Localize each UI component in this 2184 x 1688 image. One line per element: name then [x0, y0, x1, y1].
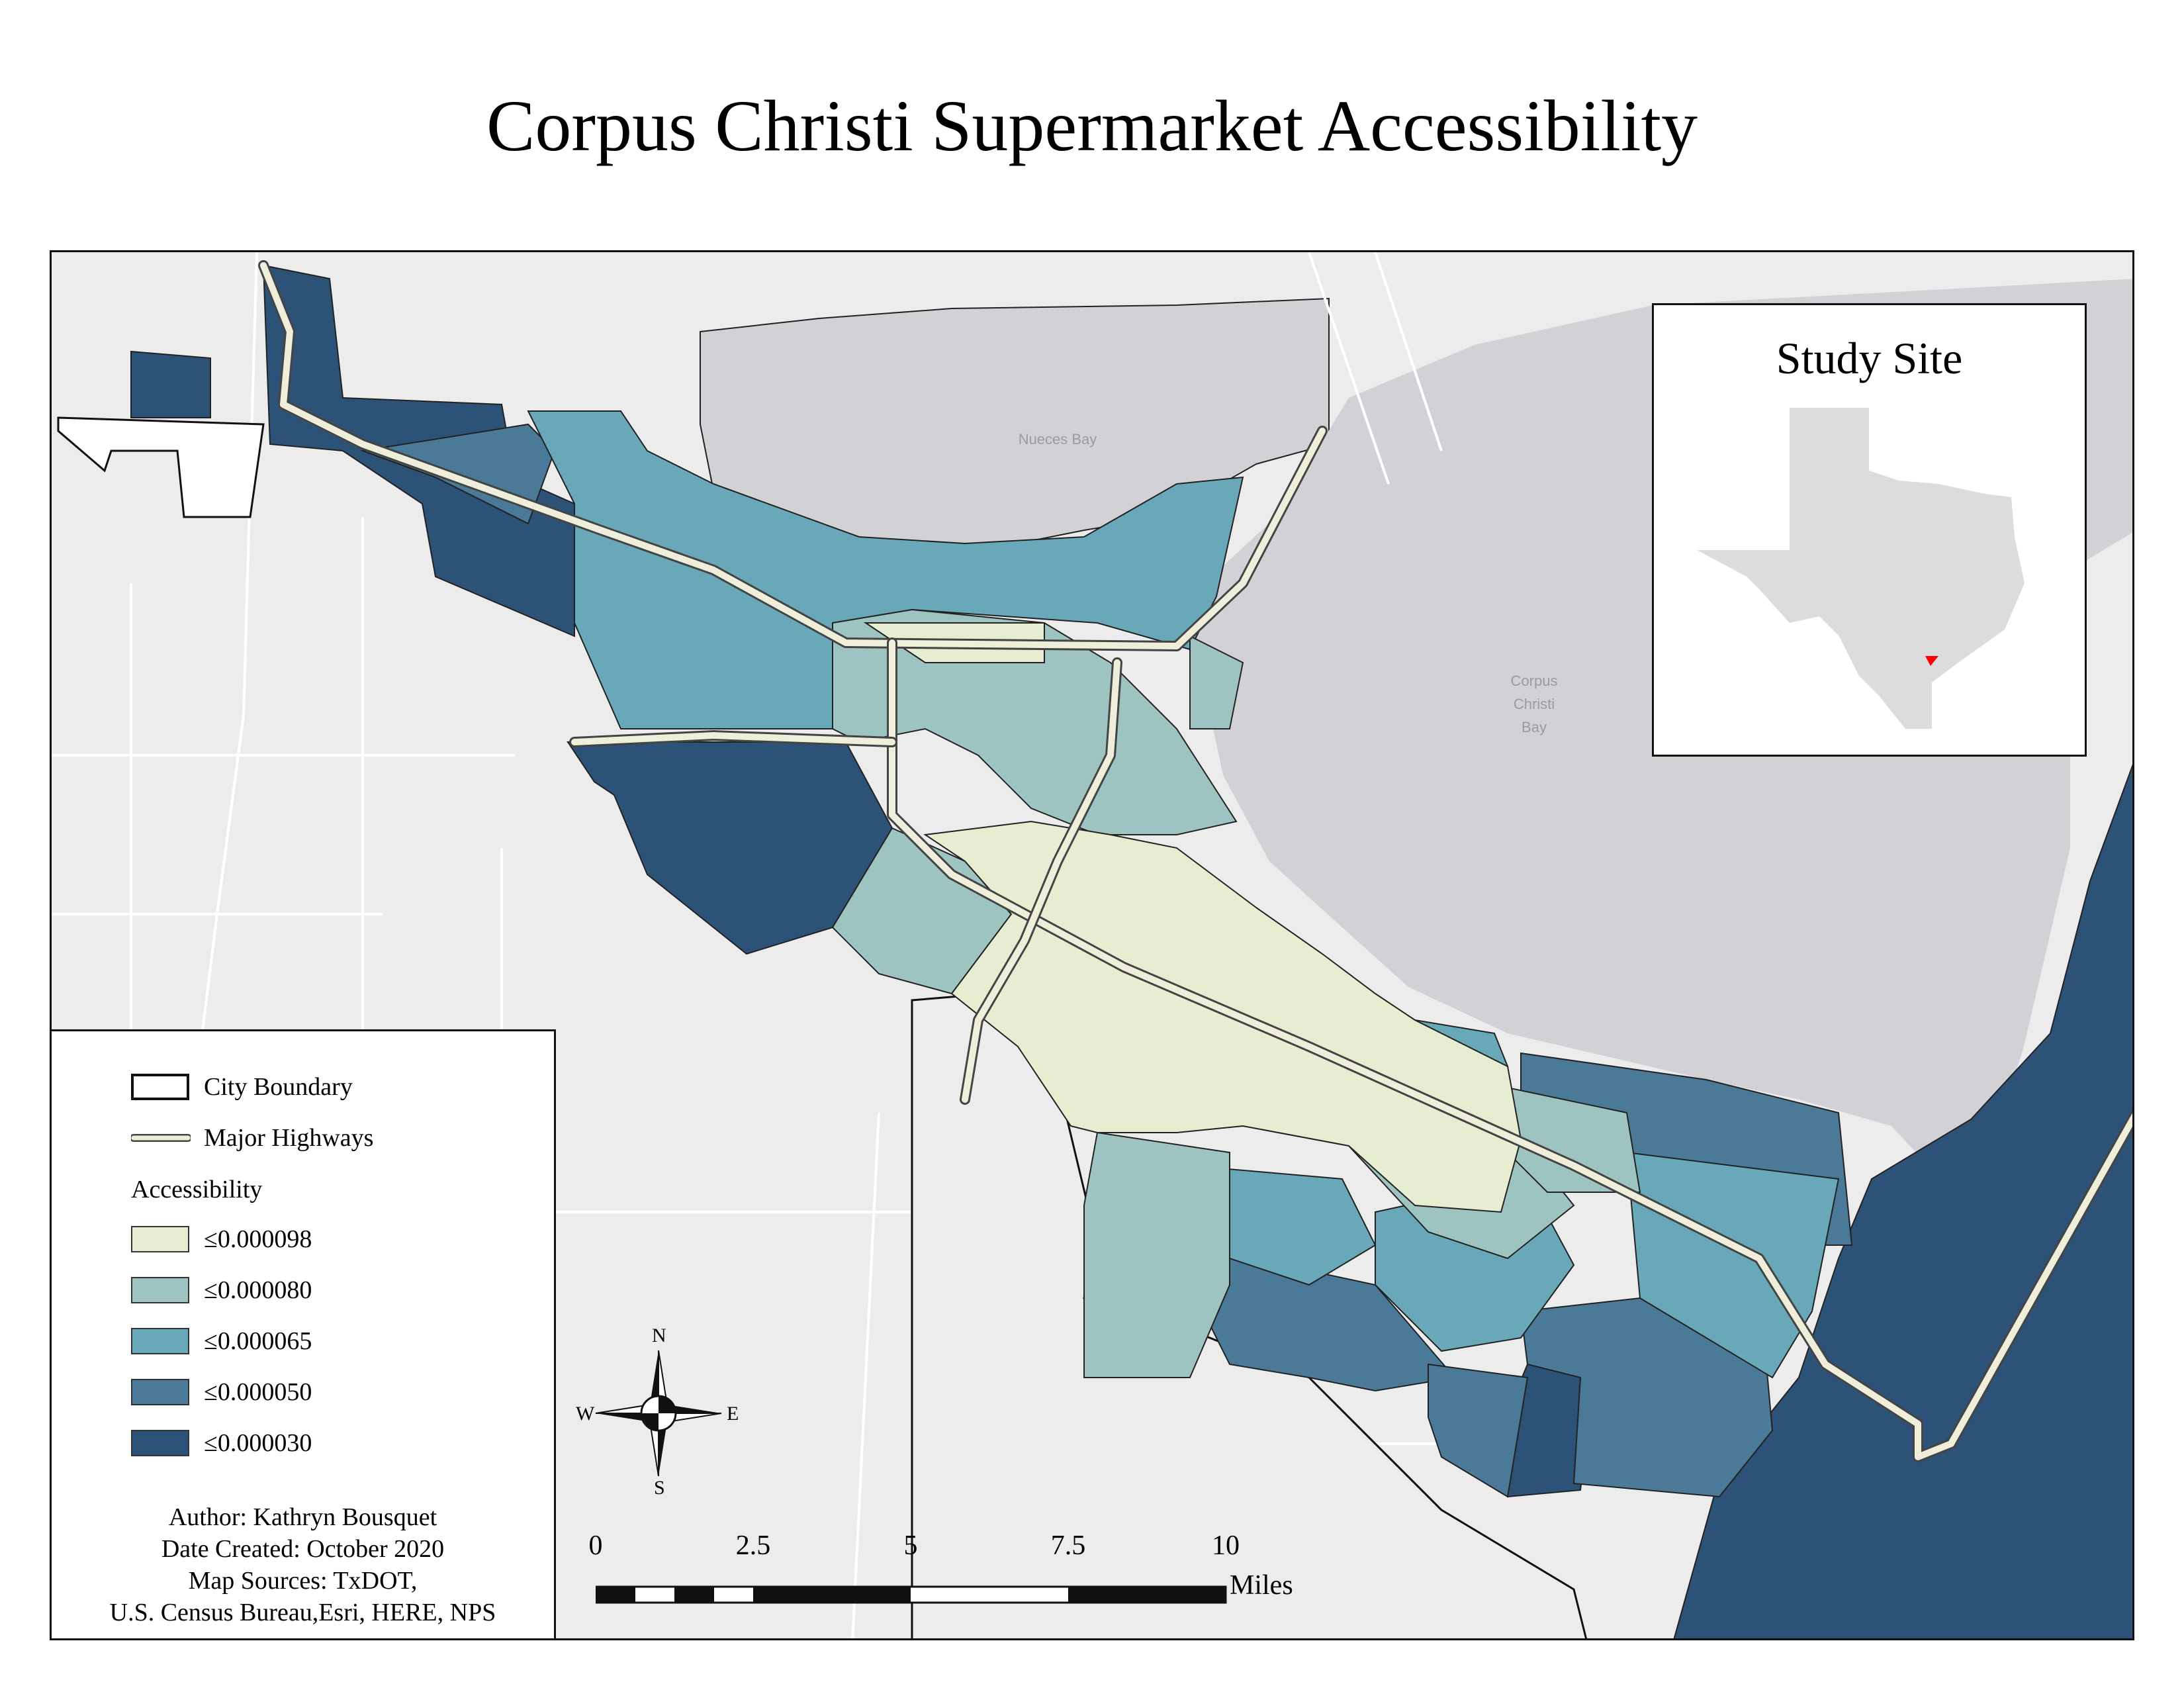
sources-text-2: U.S. Census Bureau,Esri, HERE, NPS: [109, 1599, 496, 1626]
sources-text-1: Map Sources: TxDOT,: [188, 1567, 418, 1595]
class-1-swatch: [131, 1226, 189, 1252]
scale-unit: Miles: [1230, 1570, 1293, 1601]
corpus-christi-bay-label-1: Corpus: [1511, 673, 1558, 689]
scale-tick-4: 10: [1212, 1530, 1240, 1561]
class-1-label: ≤0.000098: [204, 1225, 312, 1253]
texas-outline: [1697, 408, 2025, 729]
scale-tick-0: 0: [588, 1530, 603, 1561]
legend-heading: Accessibility: [131, 1176, 263, 1203]
tract-nw-corner: [130, 350, 211, 418]
compass-rose-icon: [595, 1350, 722, 1477]
nueces-bay-label: Nueces Bay: [1019, 431, 1097, 447]
tract-se-light-blue: [1625, 1151, 1840, 1379]
legend: City Boundary Major Highways Accessibili…: [50, 1029, 556, 1640]
major-highways: [258, 260, 2132, 1462]
highways-label: Major Highways: [204, 1124, 374, 1152]
tract-sw-teal: [1083, 1131, 1230, 1378]
tract-sw-mid: [1428, 1363, 1529, 1498]
scale-tick-1: 2.5: [735, 1530, 771, 1561]
class-3-label: ≤0.000065: [204, 1327, 312, 1355]
compass-south: S: [654, 1477, 665, 1499]
date-text: Date Created: October 2020: [161, 1535, 445, 1563]
city-boundary-label: City Boundary: [204, 1073, 353, 1101]
class-3-swatch: [131, 1328, 189, 1354]
highway-swatch: [131, 1134, 191, 1142]
scale-tick-3: 7.5: [1050, 1530, 1086, 1561]
texas-shape: [1697, 408, 2025, 729]
class-2-swatch: [131, 1277, 189, 1303]
tracts-class-2[interactable]: [831, 608, 1641, 1378]
city-boundary-swatch: [131, 1074, 189, 1100]
tract-east-dark: [1673, 764, 2132, 1638]
compass-west: W: [576, 1403, 595, 1425]
class-4-swatch: [131, 1379, 189, 1405]
author-text: Author: Kathryn Bousquet: [168, 1503, 437, 1531]
map-canvas[interactable]: Nueces Bay Corpus Christi Bay: [52, 252, 2134, 1640]
tracts-class-3[interactable]: [527, 410, 1840, 1379]
class-5-label: ≤0.000030: [204, 1429, 312, 1457]
corpus-christi-bay-label-2: Christi: [1514, 696, 1555, 712]
city-boundary-west: [57, 416, 265, 518]
class-4-label: ≤0.000050: [204, 1378, 312, 1406]
tract-north-light-blue: [527, 410, 1244, 729]
scale-tick-2: 5: [903, 1530, 918, 1561]
map-credits: Author: Kathryn Bousquet Date Created: O…: [52, 1501, 554, 1628]
inset-title: Study Site: [1776, 333, 1963, 383]
scale-bar-graphic: [596, 1585, 1227, 1604]
compass-north: N: [652, 1325, 666, 1346]
compass-east: E: [727, 1403, 739, 1425]
north-arrow: N S W E: [576, 1325, 741, 1499]
tract-downtown-pale: [923, 820, 1522, 1213]
map-title: Corpus Christi Supermarket Accessibility: [486, 85, 1698, 166]
study-site-marker: [1925, 656, 1938, 666]
tract-ne-teal: [1189, 635, 1244, 729]
scale-bar: 0 2.5 5 7.5 10 Miles: [576, 1529, 1370, 1609]
class-5-swatch: [131, 1430, 189, 1456]
corpus-christi-bay-label-3: Bay: [1522, 719, 1547, 735]
tract-west-dark: [567, 741, 893, 955]
class-2-label: ≤0.000080: [204, 1276, 312, 1304]
inset-map: Study Site: [1652, 303, 2087, 757]
